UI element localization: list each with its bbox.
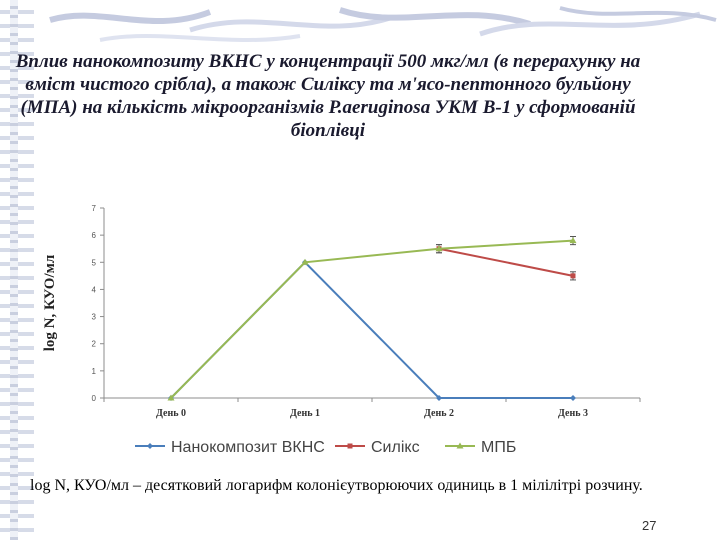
- y-tick-label: 3: [92, 313, 97, 322]
- chart-container: 0 1 2 3 4 5 6 7 День 0 День 1 День 2 День 3 log N, К…: [40, 196, 650, 466]
- y-tick-label: 4: [92, 285, 97, 294]
- data-point: [569, 237, 577, 244]
- x-tick-label: День 0: [156, 408, 186, 419]
- series-line-2: [438, 247, 574, 277]
- data-point: [167, 394, 175, 401]
- x-tick-label: День 1: [290, 408, 320, 419]
- y-tick-label: 2: [92, 340, 97, 349]
- data-point: [570, 395, 576, 401]
- legend-marker: [147, 443, 153, 449]
- line-chart: 0 1 2 3 4 5 6 7 День 0 День 1 День 2 День 3 log N, К…: [42, 204, 641, 456]
- series-line-3: [170, 239, 574, 399]
- x-tick-label: День 3: [558, 408, 588, 419]
- legend-label: Силікс: [371, 439, 420, 456]
- y-tick-label: 0: [92, 394, 97, 403]
- y-tick-label: 7: [92, 204, 97, 213]
- decorative-left-rail: [0, 0, 34, 540]
- y-tick-label: 6: [92, 231, 97, 240]
- legend-marker: [456, 442, 464, 449]
- series-line-1: [170, 260, 573, 399]
- chart-caption: log N, КУО/мл – десятковий логарифм коло…: [30, 477, 643, 494]
- y-tick-label: 5: [92, 258, 97, 267]
- data-point: [435, 245, 443, 252]
- decorative-header-swooshes: [49, 6, 717, 42]
- legend-label: МПБ: [481, 439, 516, 456]
- legend-marker: [347, 443, 353, 449]
- slide-title: Вплив нанокомпозиту ВКНС у концентрації …: [15, 51, 641, 141]
- y-axis-label: log N, КУО/мл: [42, 254, 58, 351]
- data-point: [301, 258, 309, 265]
- y-tick-label: 1: [92, 367, 97, 376]
- data-point: [570, 273, 576, 279]
- decorative-left-rail-pattern: [10, 0, 18, 540]
- legend-label: Нанокомпозит ВКНС: [171, 439, 325, 456]
- x-tick-label: День 2: [424, 408, 454, 419]
- data-point: [436, 395, 442, 401]
- page-number: 27: [642, 518, 657, 533]
